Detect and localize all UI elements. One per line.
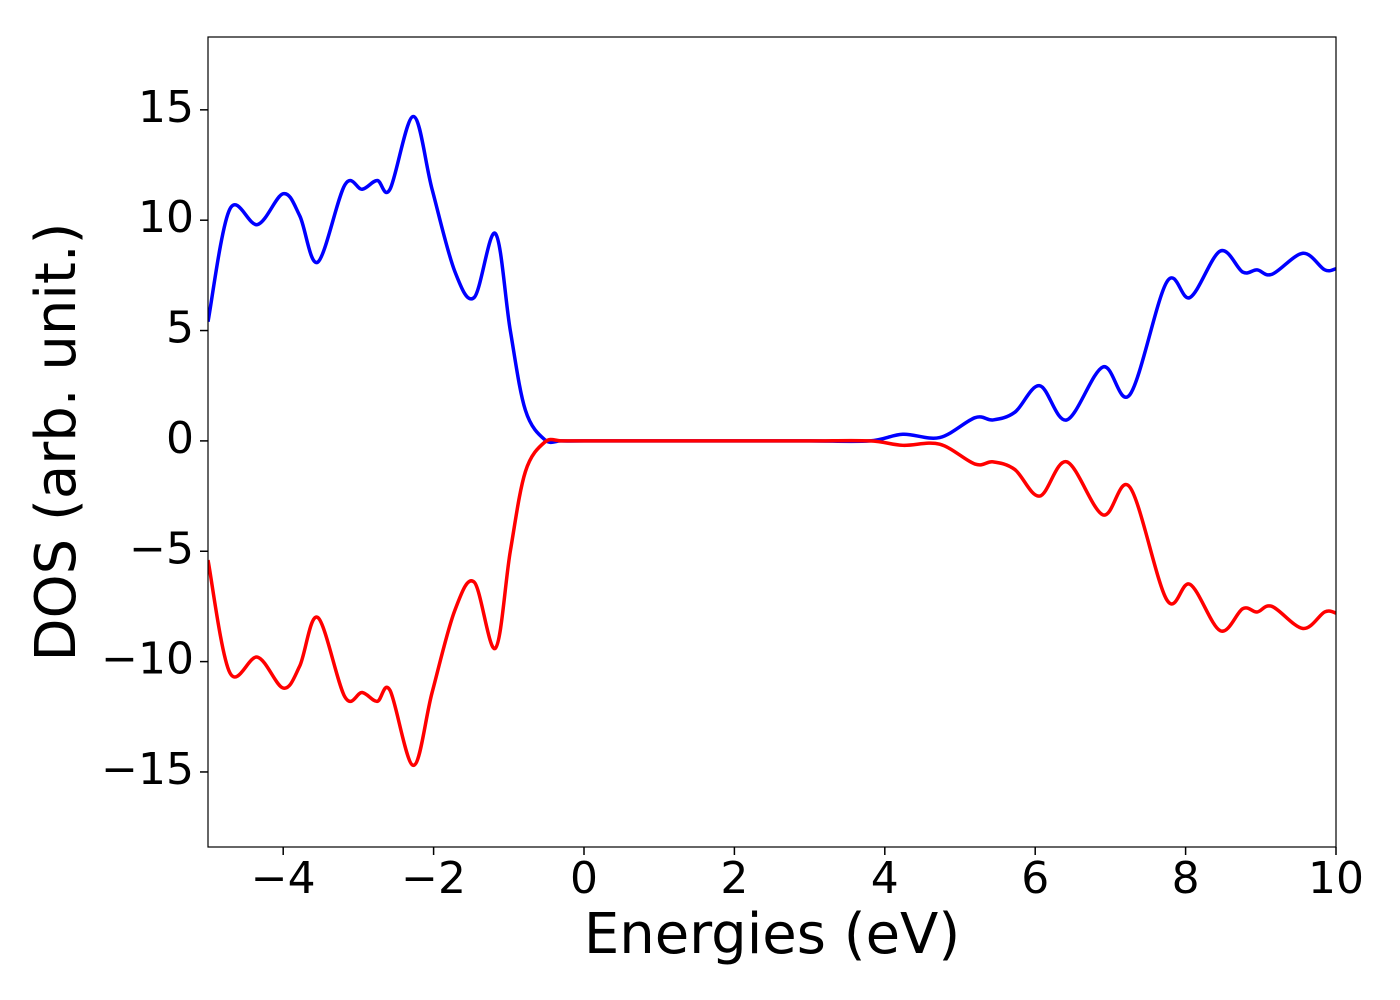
plot-frame <box>207 36 1337 848</box>
x-tick-label: 8 <box>1172 853 1200 904</box>
y-tick-label: −5 <box>129 523 194 574</box>
x-tick-label: 0 <box>570 853 598 904</box>
x-axis-label: Energies (eV) <box>584 902 960 967</box>
y-tick-label: 15 <box>138 82 194 133</box>
x-tick-label: 2 <box>720 853 748 904</box>
dos-line <box>208 437 1336 768</box>
y-tick-label: 0 <box>166 413 194 464</box>
y-tick-label: 5 <box>166 303 194 354</box>
y-tick-label: 10 <box>138 192 194 243</box>
y-tick-label: −10 <box>101 634 194 685</box>
y-tick-label: −15 <box>101 744 194 795</box>
x-tick-label: 10 <box>1308 853 1364 904</box>
y-axis-label: DOS (arb. unit.) <box>24 222 89 661</box>
x-tick-label: 4 <box>871 853 899 904</box>
x-tick-label: −2 <box>401 853 466 904</box>
x-tick-label: 6 <box>1021 853 1049 904</box>
x-tick-label: −4 <box>251 853 316 904</box>
